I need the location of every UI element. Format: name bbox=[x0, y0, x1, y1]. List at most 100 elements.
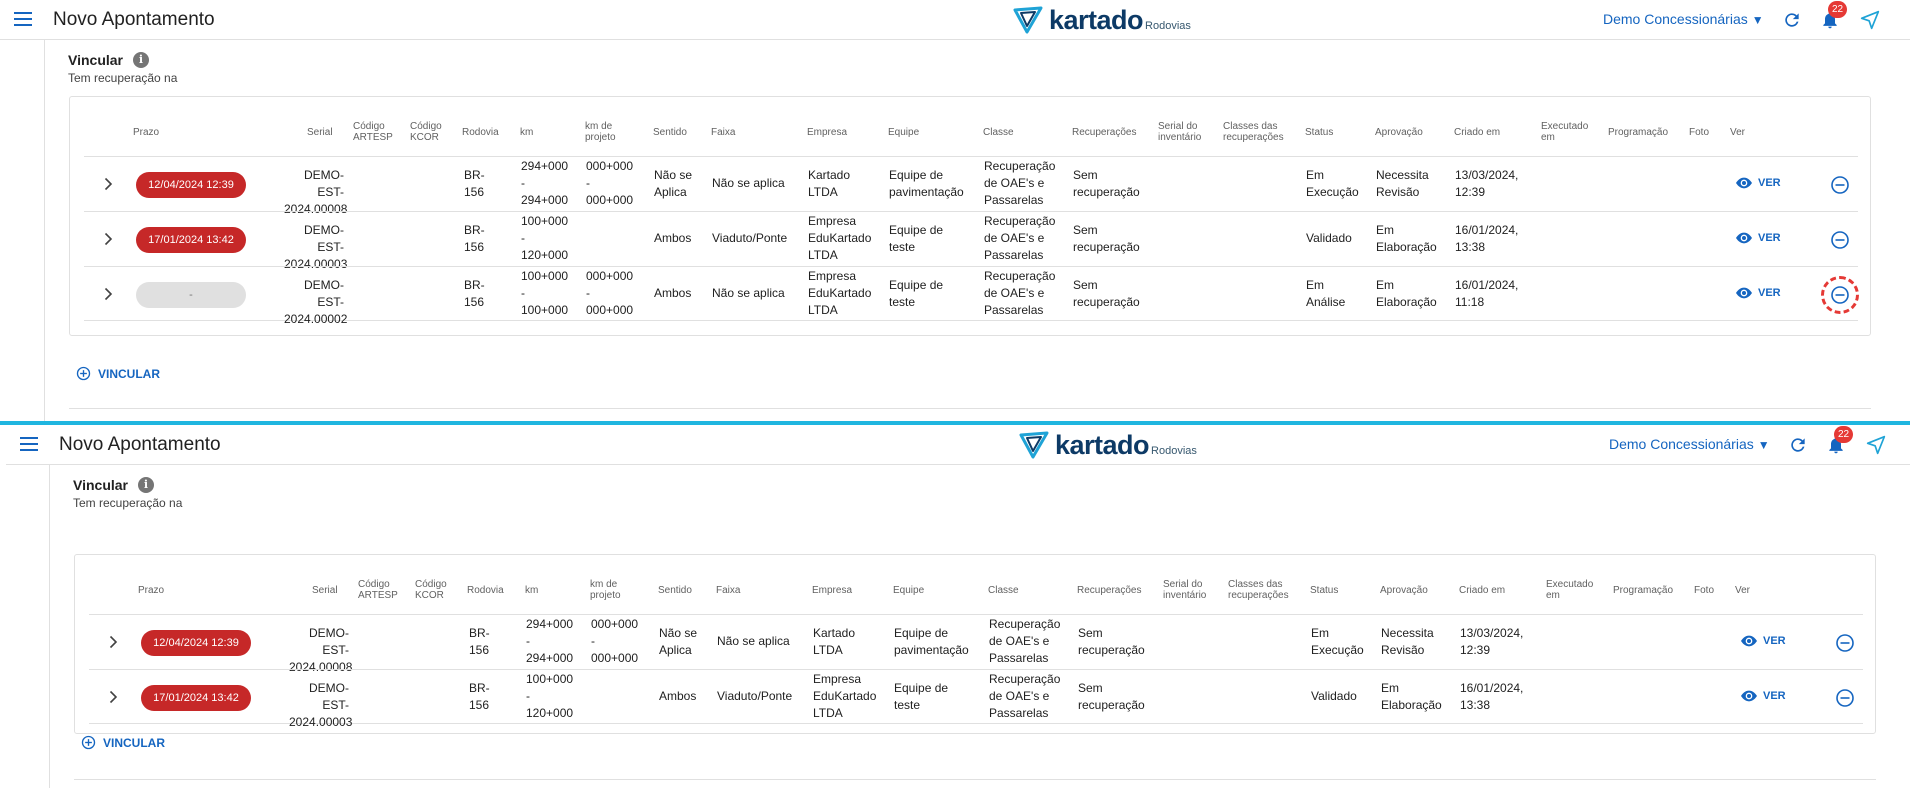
col-km[interactable]: km bbox=[525, 585, 539, 596]
col-serial-inventario[interactable]: Serial do inventário bbox=[1163, 579, 1207, 601]
send-icon[interactable] bbox=[1866, 435, 1886, 455]
col-sentido[interactable]: Sentido bbox=[653, 127, 687, 138]
faixa-cell: Viaduto/Ponte bbox=[717, 689, 793, 703]
refresh-icon[interactable] bbox=[1788, 435, 1808, 455]
chevron-right-icon[interactable] bbox=[104, 232, 113, 246]
eye-icon bbox=[1741, 635, 1757, 647]
menu-icon[interactable] bbox=[20, 437, 38, 451]
col-km[interactable]: km bbox=[520, 127, 534, 138]
vincular-button[interactable]: VINCULAR bbox=[81, 735, 165, 750]
notification-badge: 22 bbox=[1828, 1, 1847, 18]
col-executado-em[interactable]: Executado em bbox=[1546, 579, 1594, 601]
col-recuperacoes[interactable]: Recuperações bbox=[1072, 127, 1137, 138]
serial-cell: DEMO-EST- 2024.00003 bbox=[284, 223, 348, 271]
aprovacao-cell: Necessita Revisão bbox=[1376, 168, 1429, 199]
col-classe[interactable]: Classe bbox=[983, 127, 1014, 138]
km-projeto-cell: 000+000-000+000 bbox=[591, 617, 639, 665]
linked-items-table: Prazo Serial Código ARTESP Código KCOR Rod… bbox=[74, 554, 1876, 734]
col-serial-inventario[interactable]: Serial do inventário bbox=[1158, 121, 1202, 143]
col-empresa[interactable]: Empresa bbox=[807, 127, 848, 138]
col-sentido[interactable]: Sentido bbox=[658, 585, 692, 596]
remove-link-icon[interactable] bbox=[1830, 230, 1850, 250]
info-icon[interactable]: i bbox=[138, 477, 154, 493]
comparison-divider bbox=[0, 421, 1910, 425]
col-criado-em[interactable]: Criado em bbox=[1454, 127, 1501, 138]
remove-link-icon[interactable] bbox=[1830, 175, 1850, 195]
col-programacao[interactable]: Programação bbox=[1608, 127, 1669, 138]
menu-icon[interactable] bbox=[14, 12, 32, 26]
col-programacao[interactable]: Programação bbox=[1613, 585, 1674, 596]
send-icon[interactable] bbox=[1860, 10, 1880, 30]
col-criado-em[interactable]: Criado em bbox=[1459, 585, 1506, 596]
col-recuperacoes[interactable]: Recuperações bbox=[1077, 585, 1142, 596]
brand-logo: kartado Rodovias bbox=[1013, 4, 1191, 36]
col-km-projeto[interactable]: km de projeto bbox=[590, 579, 621, 601]
col-foto[interactable]: Foto bbox=[1689, 127, 1710, 138]
ver-button[interactable]: VER bbox=[1736, 287, 1781, 299]
status-cell: Em Execução bbox=[1311, 626, 1364, 657]
col-codigo-kcor[interactable]: Código KCOR bbox=[415, 579, 447, 601]
col-empresa[interactable]: Empresa bbox=[812, 585, 853, 596]
ver-button[interactable]: VER bbox=[1741, 635, 1786, 647]
table-row[interactable]: 17/01/2024 13:42 DEMO-EST- 2024.00003 BR-… bbox=[89, 669, 1863, 729]
info-icon[interactable]: i bbox=[133, 52, 149, 68]
col-executado-em[interactable]: Executado em bbox=[1541, 121, 1589, 143]
org-dropdown-icon: ▼ bbox=[1751, 13, 1764, 27]
col-status[interactable]: Status bbox=[1310, 585, 1339, 596]
col-serial[interactable]: Serial bbox=[307, 127, 333, 138]
col-rodovia[interactable]: Rodovia bbox=[467, 585, 504, 596]
vincular-button[interactable]: VINCULAR bbox=[76, 366, 160, 381]
col-faixa[interactable]: Faixa bbox=[716, 585, 741, 596]
col-faixa[interactable]: Faixa bbox=[711, 127, 736, 138]
col-aprovacao[interactable]: Aprovação bbox=[1380, 585, 1428, 596]
col-prazo[interactable]: Prazo bbox=[133, 127, 160, 138]
rodovia-cell: BR- 156 bbox=[464, 168, 485, 199]
col-equipe[interactable]: Equipe bbox=[888, 127, 920, 138]
col-foto[interactable]: Foto bbox=[1694, 585, 1715, 596]
table-row[interactable]: 17/01/2024 13:42 DEMO-EST- 2024.00003 BR-… bbox=[84, 211, 1858, 271]
col-classes-recuperacoes[interactable]: Classes das recuperações bbox=[1223, 121, 1284, 143]
ver-button[interactable]: VER bbox=[1736, 177, 1781, 189]
chevron-right-icon[interactable] bbox=[109, 635, 118, 649]
org-selector[interactable]: Demo Concessionárias ▼ bbox=[1603, 11, 1764, 27]
recuperacoes-cell: Sem recuperação bbox=[1073, 278, 1140, 309]
org-selector[interactable]: Demo Concessionárias ▼ bbox=[1609, 436, 1770, 452]
chevron-right-icon[interactable] bbox=[104, 287, 113, 301]
table-row[interactable]: 12/04/2024 12:39 DEMO-EST- 2024.00008 BR-… bbox=[89, 614, 1863, 674]
col-codigo-kcor[interactable]: Código KCOR bbox=[410, 121, 442, 143]
col-classe[interactable]: Classe bbox=[988, 585, 1019, 596]
col-ver[interactable]: Ver bbox=[1730, 127, 1746, 138]
col-serial[interactable]: Serial bbox=[312, 585, 338, 596]
col-ver[interactable]: Ver bbox=[1735, 585, 1751, 596]
faixa-cell: Viaduto/Ponte bbox=[712, 231, 788, 245]
ver-button[interactable]: VER bbox=[1736, 232, 1781, 244]
col-codigo-artesp[interactable]: Código ARTESP bbox=[353, 121, 393, 143]
prazo-chip: - bbox=[136, 282, 246, 308]
status-cell: Validado bbox=[1311, 689, 1357, 703]
section-header: Vincular i Tem recuperação na bbox=[68, 52, 177, 85]
chevron-right-icon[interactable] bbox=[104, 177, 113, 191]
status-cell: Em Execução bbox=[1306, 168, 1359, 199]
km-cell: 294+000-294+000 bbox=[526, 617, 574, 665]
col-km-projeto[interactable]: km de projeto bbox=[585, 121, 616, 143]
rodovia-cell: BR- 156 bbox=[469, 626, 490, 657]
col-rodovia[interactable]: Rodovia bbox=[462, 127, 499, 138]
table-row[interactable]: - DEMO-EST- 2024.00002 BR- 156 100+000-100… bbox=[84, 266, 1859, 326]
table-row[interactable]: 12/04/2024 12:39 DEMO-EST- 2024.00008 BR-… bbox=[84, 156, 1858, 216]
chevron-right-icon[interactable] bbox=[109, 690, 118, 704]
section-header: Vincular i Tem recuperação na bbox=[73, 477, 182, 510]
col-aprovacao[interactable]: Aprovação bbox=[1375, 127, 1423, 138]
col-codigo-artesp[interactable]: Código ARTESP bbox=[358, 579, 398, 601]
recuperacoes-cell: Sem recuperação bbox=[1073, 223, 1140, 254]
remove-link-icon[interactable] bbox=[1835, 633, 1855, 653]
col-classes-recuperacoes[interactable]: Classes das recuperações bbox=[1228, 579, 1289, 601]
col-status[interactable]: Status bbox=[1305, 127, 1334, 138]
col-prazo[interactable]: Prazo bbox=[138, 585, 165, 596]
col-equipe[interactable]: Equipe bbox=[893, 585, 925, 596]
faixa-cell: Não se aplica bbox=[712, 286, 785, 300]
ver-button[interactable]: VER bbox=[1741, 690, 1786, 702]
remove-link-icon[interactable] bbox=[1835, 688, 1855, 708]
refresh-icon[interactable] bbox=[1782, 10, 1802, 30]
eye-icon bbox=[1741, 690, 1757, 702]
status-cell: Validado bbox=[1306, 231, 1352, 245]
